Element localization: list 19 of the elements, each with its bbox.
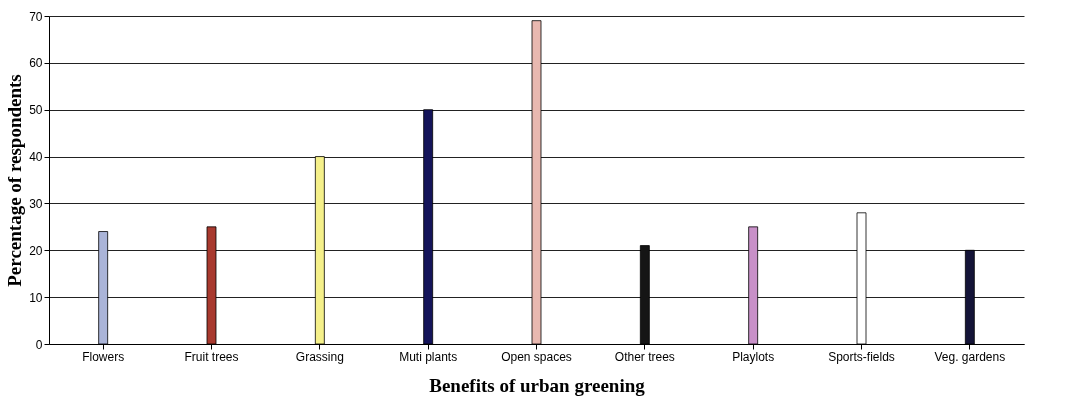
x-tick-label: Playlots (732, 349, 775, 364)
x-tick-label: Open spaces (501, 349, 572, 364)
x-tick-label: Fruit trees (184, 349, 239, 364)
x-tick-label: Veg. gardens (934, 349, 1006, 364)
x-axis-title: Benefits of urban greening (429, 374, 646, 396)
x-tick-label: Other trees (614, 349, 675, 364)
x-tick-label: Grassing (295, 349, 344, 364)
x-tick-label: Muti plants (399, 349, 458, 364)
y-axis-title: Percentage of respondents (4, 74, 26, 287)
y-tick-label: 40 (29, 150, 43, 165)
y-tick-label: 20 (29, 243, 43, 258)
y-tick-label: 60 (29, 56, 43, 71)
x-tick-label: Flowers (82, 349, 125, 364)
y-tick-label: 0 (35, 337, 43, 352)
x-tick-label: Sports-fields (828, 349, 895, 364)
y-tick-label: 50 (29, 103, 43, 118)
y-tick-label: 10 (29, 290, 43, 305)
y-tick-label: 70 (29, 9, 43, 24)
y-tick-label: 30 (29, 196, 43, 211)
